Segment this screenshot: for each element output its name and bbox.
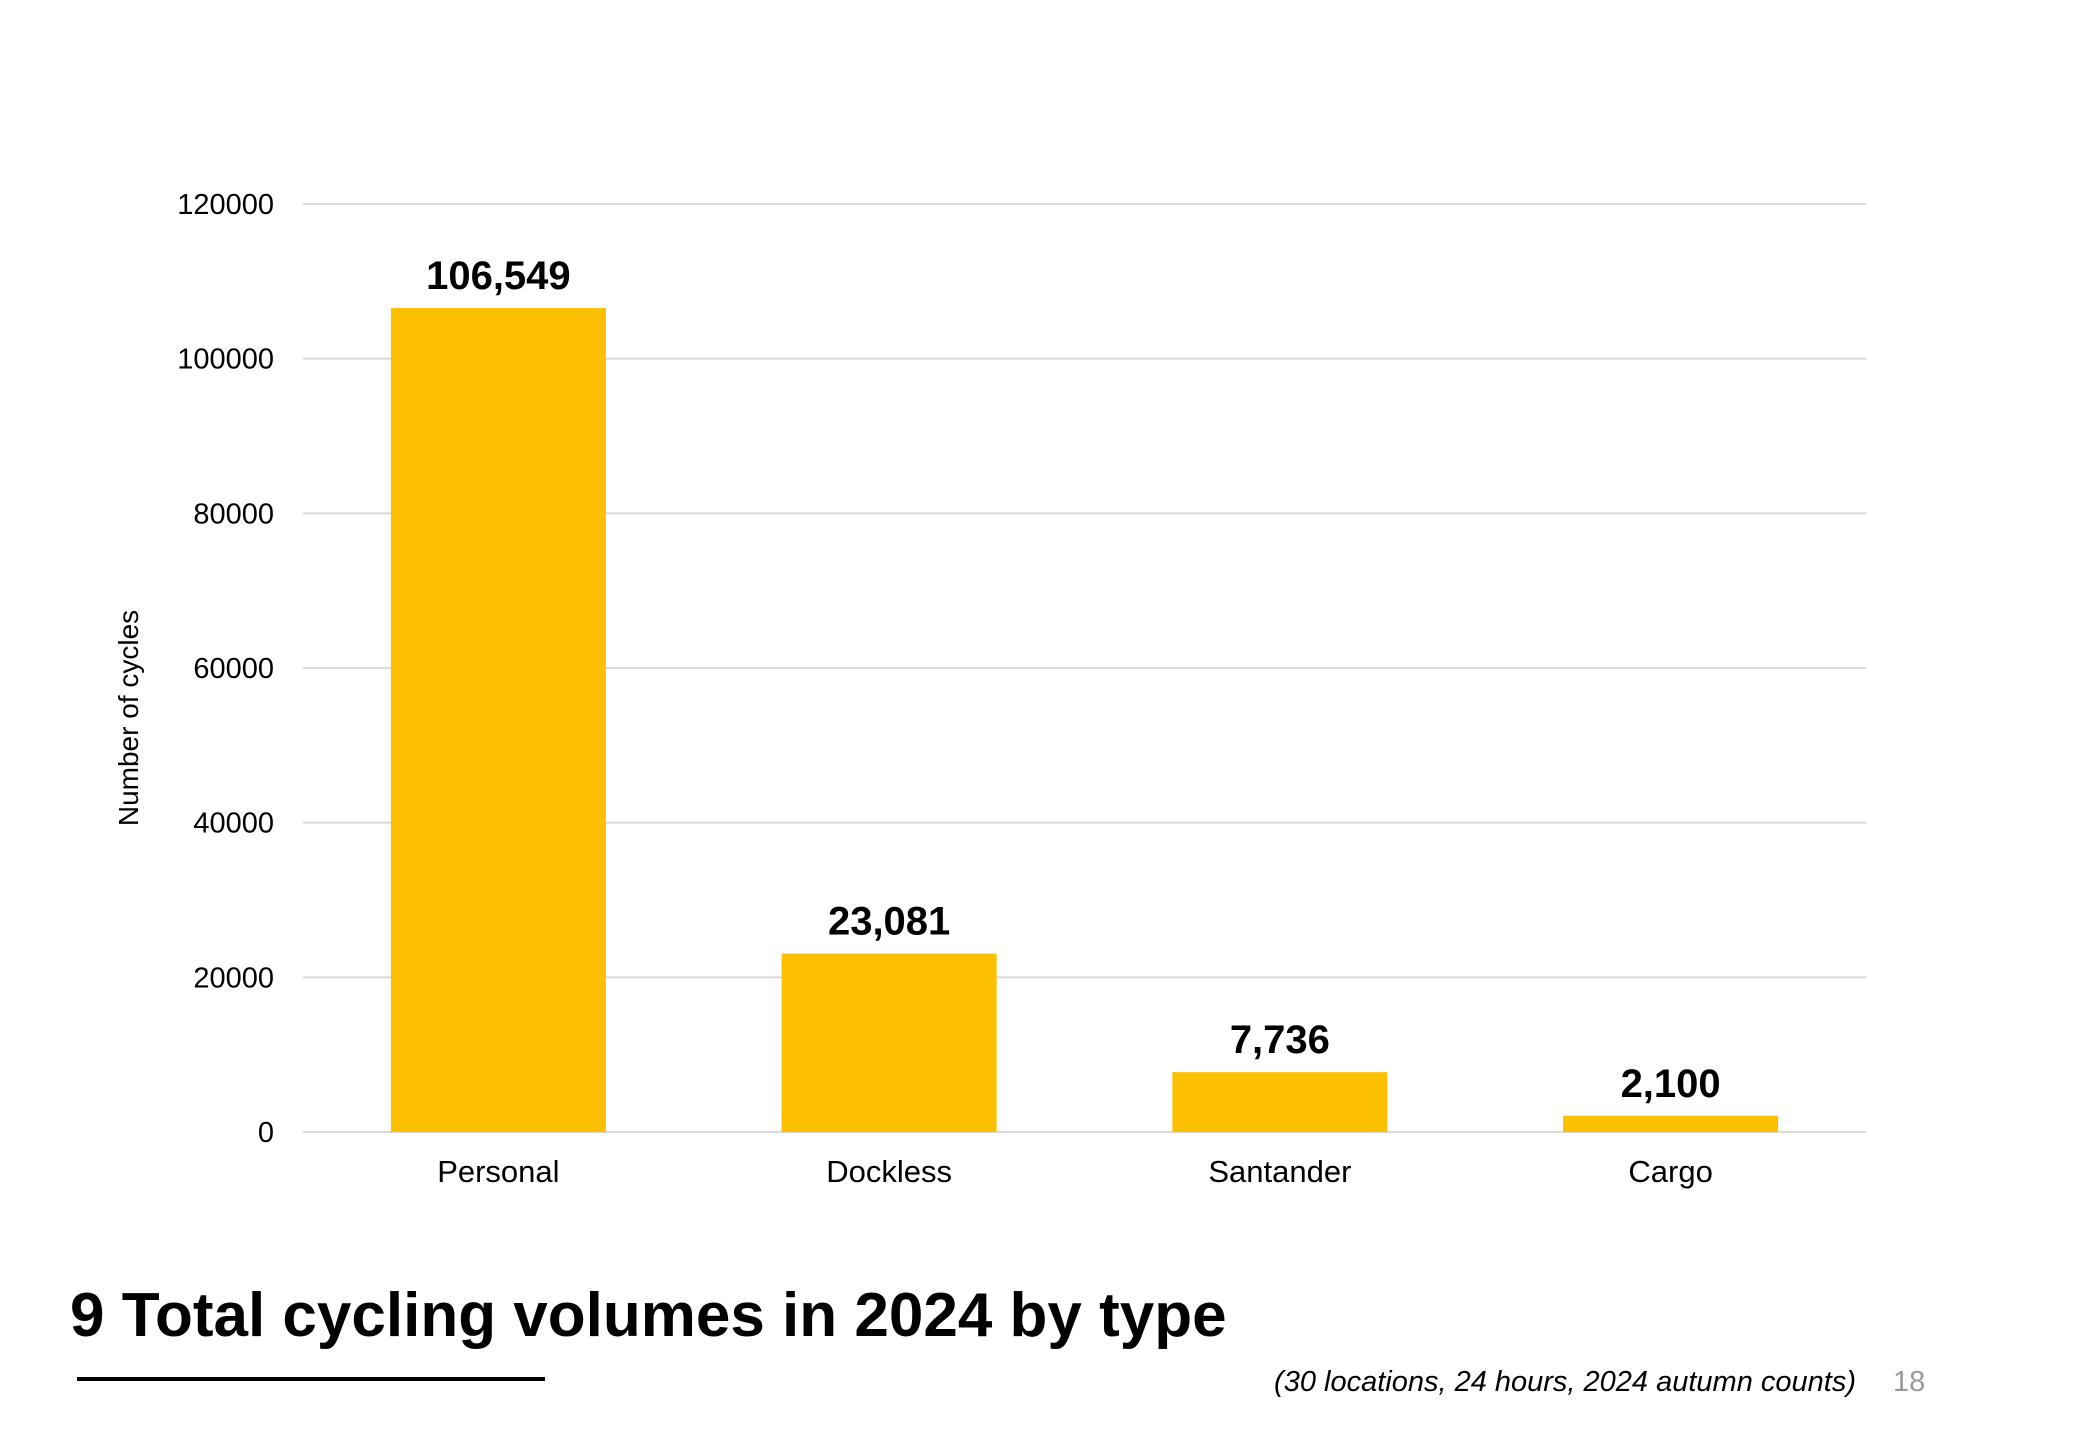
y-tick-label: 0 — [258, 1117, 274, 1149]
y-tick-label: 60000 — [193, 653, 274, 685]
y-tick-label: 80000 — [193, 498, 274, 530]
bar-santander — [1172, 1072, 1388, 1132]
y-tick-label: 40000 — [193, 808, 274, 840]
data-label: 23,081 — [828, 900, 950, 944]
x-tick-label: Cargo — [1628, 1154, 1712, 1189]
chart-title: 9 Total cycling volumes in 2024 by type — [70, 1281, 1227, 1350]
bar-dockless — [781, 953, 997, 1132]
data-label: 2,100 — [1621, 1062, 1721, 1106]
data-label: 7,736 — [1230, 1018, 1330, 1062]
y-axis-label: Number of cycles — [113, 610, 144, 826]
x-tick-label: Personal — [437, 1154, 559, 1189]
y-tick-label: 100000 — [177, 344, 274, 376]
x-tick-label: Dockless — [826, 1154, 952, 1189]
y-tick-label: 120000 — [177, 189, 274, 221]
data-label: 106,549 — [426, 254, 571, 298]
bar-cargo — [1563, 1115, 1779, 1132]
y-tick-label: 20000 — [193, 962, 274, 994]
bar-personal — [390, 308, 606, 1132]
title-underline — [77, 1377, 545, 1381]
chart-subtitle: (30 locations, 24 hours, 2024 autumn cou… — [1274, 1366, 1856, 1398]
x-tick-label: Santander — [1208, 1154, 1351, 1189]
page-number: 18 — [1893, 1366, 1926, 1398]
